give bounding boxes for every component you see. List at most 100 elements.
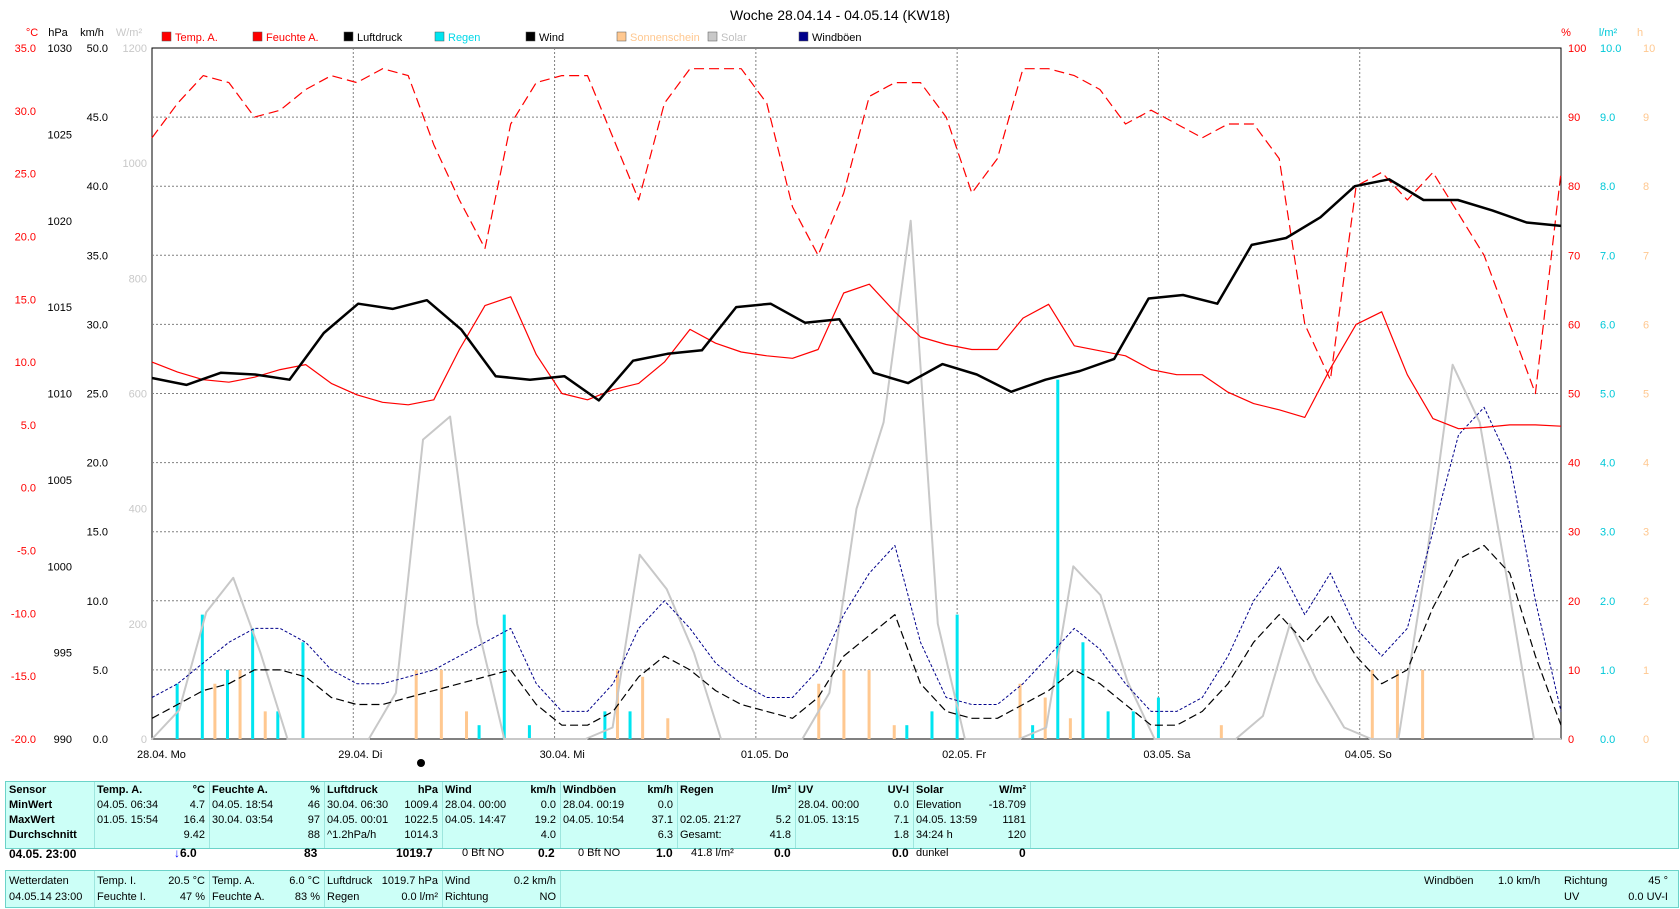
rain-bar xyxy=(276,711,280,739)
sunshine-tick-label: 7 xyxy=(1643,250,1649,262)
rain-label: Regen xyxy=(327,891,360,903)
humidity-tick-label: 20 xyxy=(1568,596,1580,608)
rain-total: 41.8 xyxy=(769,829,791,841)
legend-label: Windböen xyxy=(812,32,862,44)
legend-label: Luftdruck xyxy=(357,32,403,44)
wind-tick-label: 35.0 xyxy=(87,250,108,262)
hum-max: 97 xyxy=(307,814,320,826)
humidity-outdoor-label: Feuchte A. xyxy=(212,891,265,903)
rain-tick-label: 5.0 xyxy=(1600,389,1615,401)
press-header-unit: hPa xyxy=(417,784,438,796)
sunshine-bar xyxy=(1421,669,1425,739)
solar-tick-label: 600 xyxy=(129,389,147,401)
wind-now: 0.2 km/h xyxy=(513,875,556,887)
gust-min: 0.0 xyxy=(657,799,673,811)
rain-bar xyxy=(301,642,305,739)
uv-min: 0.0 xyxy=(893,799,909,811)
rain-bar xyxy=(527,725,531,739)
pressure-tick-label: 1030 xyxy=(48,43,72,55)
row-label-avg: Durchschnitt xyxy=(9,829,77,841)
solar-tick-label: 1200 xyxy=(123,43,147,55)
legend-swatch xyxy=(161,31,172,42)
stats-pressure-column: Luftdruck hPa 30.04. 06:30 1009.4 04.05. 0… xyxy=(324,782,443,848)
chart-legend: Temp. A. Feuchte A. Luftdruck Regen Wind Sonn… xyxy=(161,31,862,44)
rain-bar xyxy=(930,711,934,739)
temp-max: 16.4 xyxy=(183,814,205,826)
x-tick-label: 04.05. So xyxy=(1345,749,1392,761)
current-indoor-block: Temp. I. 20.5 °C Feuchte I. 47 % xyxy=(94,871,210,907)
rain-bar xyxy=(1131,711,1135,739)
hum-header: Feuchte A. xyxy=(212,784,268,796)
legend-label: Sonnenschein xyxy=(630,32,700,44)
humidity-tick-label: 90 xyxy=(1568,112,1580,124)
temp-tick-label: 15.0 xyxy=(15,294,36,306)
solar-line xyxy=(151,219,1561,740)
sunshine-tick-label: 8 xyxy=(1643,181,1649,193)
humidity-tick-label: 80 xyxy=(1568,181,1580,193)
humidity-tick-label: 40 xyxy=(1568,458,1580,470)
pressure-line xyxy=(151,178,1562,402)
rain-bar xyxy=(1056,379,1060,739)
sunshine-bar xyxy=(867,669,871,739)
solar-tick-label: 1000 xyxy=(123,158,147,170)
hum-avg: 88 xyxy=(307,829,320,841)
hum-min-time: 04.05. 18:54 xyxy=(212,799,274,811)
temp-current-wrap: ↓6.0 xyxy=(174,846,197,860)
stats-temp-column: Temp. A. °C 04.05. 06:34 4.7 01.05. 15:54 1… xyxy=(94,782,210,848)
sunshine-bar xyxy=(439,669,443,739)
solar-tick-label: 200 xyxy=(129,619,147,631)
sunshine-bar xyxy=(414,669,418,739)
current-timestamp-block: Wetterdaten 04.05.14 23:00 xyxy=(6,871,95,907)
sunshine-bar xyxy=(641,676,645,739)
chart-title: Woche 28.04.14 - 04.05.14 (KW18) xyxy=(730,7,950,23)
row-label-max: MaxWert xyxy=(9,814,55,826)
press-max-time: 04.05. 00:01 xyxy=(327,814,389,826)
solar-elevation-label: Elevation xyxy=(916,799,962,811)
rain-total-label: Gesamt: xyxy=(680,829,722,841)
uv-avg: 1.8 xyxy=(893,829,909,841)
humidity-tick-label: 60 xyxy=(1568,319,1580,331)
hum-header-unit: % xyxy=(310,784,320,796)
sunshine-tick-label: 10 xyxy=(1643,43,1655,55)
stats-wind-column: Wind km/h 28.04. 00:00 0.0 04.05. 14:47 19.… xyxy=(442,782,561,848)
wind-tick-label: 50.0 xyxy=(87,43,108,55)
wind-tick-label: 40.0 xyxy=(87,181,108,193)
legend-swatch xyxy=(616,31,627,42)
press-current: 1019.7 xyxy=(396,846,433,860)
press-min: 1009.4 xyxy=(404,799,438,811)
weather-data-time: 04.05.14 23:00 xyxy=(9,891,83,903)
uv-max: 7.1 xyxy=(893,814,909,826)
x-axis-ticks: 28.04. Mo 29.04. Di 30.04. Mi 01.05. Do 02.0… xyxy=(137,749,1392,761)
sunshine-bar xyxy=(892,725,896,739)
current-pressure-block: Luftdruck 1019.7 hPa Regen 0.0 l/m² xyxy=(324,871,443,907)
wind-header: Wind xyxy=(445,784,472,796)
pressure-tick-label: 1010 xyxy=(48,389,72,401)
gust-min-time: 28.04. 00:19 xyxy=(563,799,625,811)
legend-label: Regen xyxy=(448,32,480,44)
temp-tick-label: 30.0 xyxy=(15,106,36,118)
gust-max-time: 04.05. 10:54 xyxy=(563,814,625,826)
temp-tick-label: 25.0 xyxy=(15,169,36,181)
temp-tick-label: -15.0 xyxy=(11,671,36,683)
sunshine-axis-unit: h xyxy=(1637,27,1643,39)
legend-swatch xyxy=(343,31,354,42)
humidity-tick-label: 70 xyxy=(1568,250,1580,262)
time-marker xyxy=(417,759,425,767)
sunshine-tick-label: 4 xyxy=(1643,458,1649,470)
uv-header-unit: UV-I xyxy=(887,784,909,796)
x-tick-label: 28.04. Mo xyxy=(137,749,186,761)
x-tick-label: 30.04. Mi xyxy=(540,749,585,761)
rain-tick-label: 10.0 xyxy=(1600,43,1621,55)
uv-now-label: UV xyxy=(1564,891,1580,903)
pressure-current: 1019.7 hPa xyxy=(381,875,438,887)
solar-max-time: 04.05. 13:59 xyxy=(916,814,978,826)
temp-axis-unit: °C xyxy=(26,27,38,39)
rain-bar xyxy=(477,725,481,739)
legend-swatch xyxy=(252,31,263,42)
wind-max: 19.2 xyxy=(534,814,556,826)
rain-bar xyxy=(1156,697,1160,739)
press-max: 1022.5 xyxy=(404,814,438,826)
pressure-axis-unit: hPa xyxy=(48,27,68,39)
wind-avg: 4.0 xyxy=(540,829,556,841)
press-min-time: 30.04. 06:30 xyxy=(327,799,389,811)
